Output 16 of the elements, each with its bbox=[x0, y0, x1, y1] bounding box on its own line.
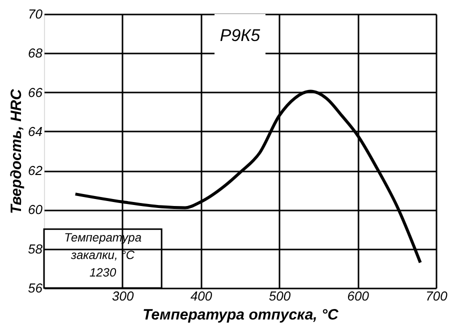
y-tick-label: 62 bbox=[28, 163, 44, 178]
x-tick-label: 700 bbox=[426, 288, 448, 304]
y-tick-label: 66 bbox=[28, 84, 44, 100]
y-tick-label: 56 bbox=[28, 280, 44, 296]
y-tick-label: 64 bbox=[28, 124, 42, 139]
x-tick-label: 500 bbox=[268, 288, 292, 304]
y-axis-title: Твердость, HRC bbox=[8, 88, 26, 214]
x-tick-label: 300 bbox=[112, 288, 135, 304]
text: Р9К5 bbox=[220, 26, 261, 45]
y-tick-label: 60 bbox=[28, 202, 44, 218]
x-tick-label: 400 bbox=[190, 288, 213, 304]
x-axis-title: Температура отпуска, °C bbox=[142, 306, 340, 324]
y-tick-label: 70 bbox=[28, 6, 44, 22]
y-tick-label: 68 bbox=[28, 46, 44, 61]
y-tick-label: 58 bbox=[28, 241, 44, 256]
x-tick-label: 600 bbox=[347, 288, 370, 304]
